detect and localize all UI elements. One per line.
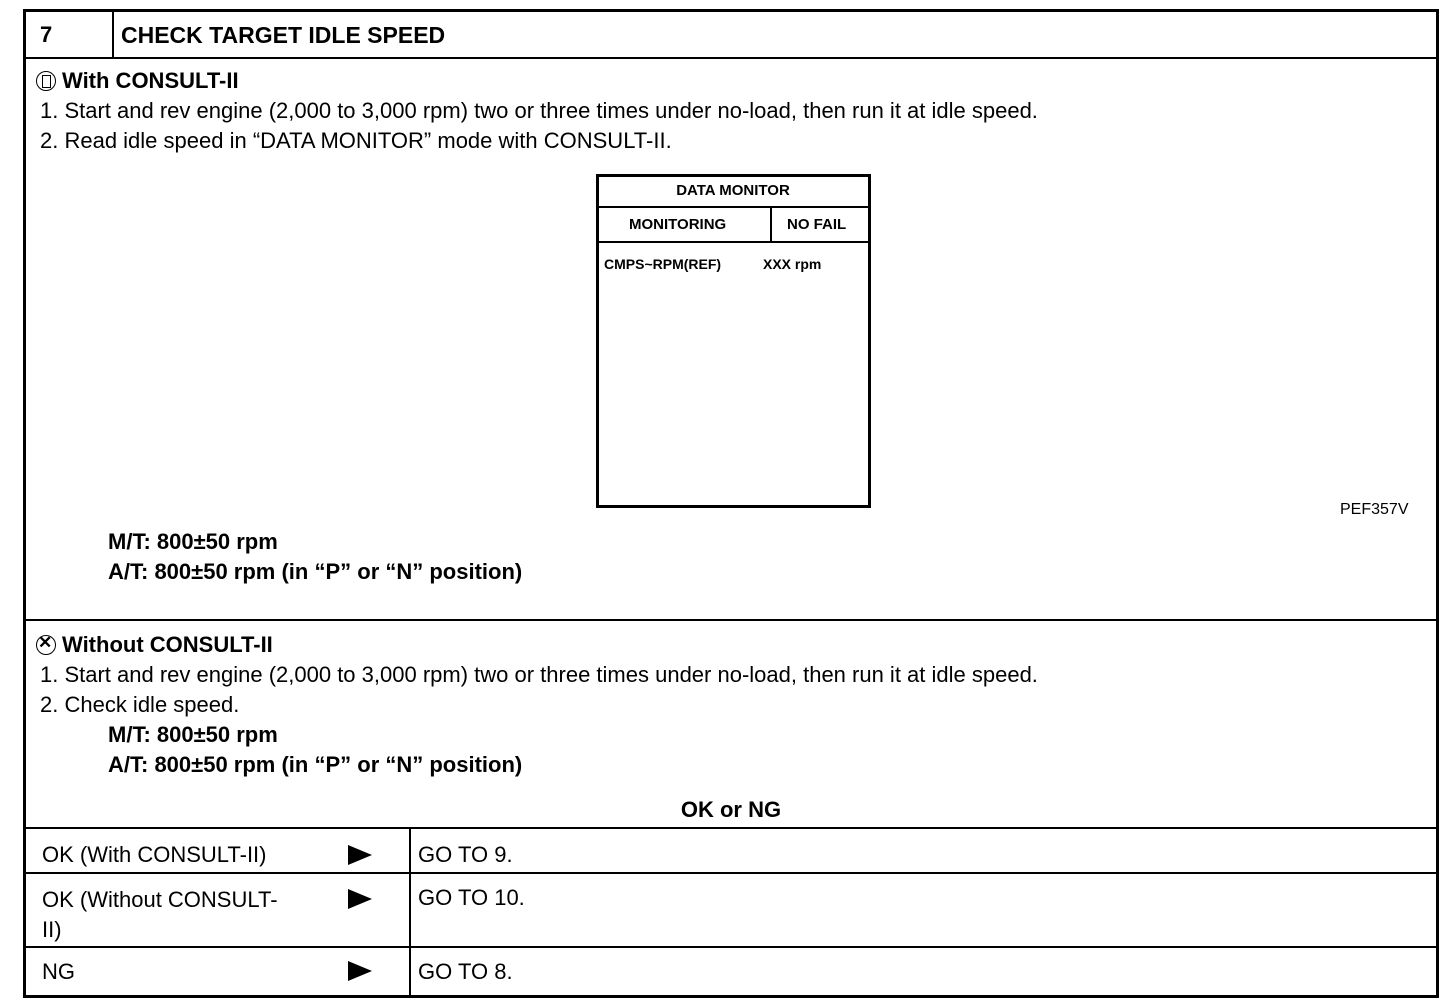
procedure-table <box>23 9 1439 998</box>
with-spec-at: A/T: 800±50 rpm (in “P” or “N” position) <box>108 559 523 584</box>
arrow-icon <box>348 889 372 909</box>
monitor-item: CMPS~RPM(REF) <box>604 256 722 272</box>
without-step-2: 2. Check idle speed. <box>40 692 240 717</box>
with-spec-mt: M/T: 800±50 rpm <box>108 529 278 554</box>
result-condition-ng: NG <box>42 959 75 984</box>
without-consult-heading: ✕ Without CONSULT-II <box>36 632 273 657</box>
monitor-col-no-fail: NO FAIL <box>787 216 847 233</box>
figure-id: PEF357V <box>1340 501 1409 518</box>
arrow-icon <box>348 961 372 981</box>
with-step-1: 1. Start and rev engine (2,000 to 3,000 … <box>40 98 1038 123</box>
without-spec-mt: M/T: 800±50 rpm <box>108 722 278 747</box>
no-tester-icon: ✕ <box>36 633 56 655</box>
step-number: 7 <box>40 22 53 47</box>
step-title: CHECK TARGET IDLE SPEED <box>121 22 446 48</box>
monitor-title: DATA MONITOR <box>676 182 790 199</box>
monitor-col-monitoring: MONITORING <box>629 216 727 233</box>
with-step-2: 2. Read idle speed in “DATA MONITOR” mod… <box>40 128 672 153</box>
result-action-go-to-8: GO TO 8. <box>418 959 513 984</box>
with-consult-heading: With CONSULT-II <box>36 68 239 94</box>
data-monitor-screen <box>596 174 871 508</box>
result-heading: OK or NG <box>680 797 782 822</box>
result-action-go-to-9: GO TO 9. <box>418 842 513 867</box>
result-action-go-to-10: GO TO 10. <box>418 885 525 910</box>
without-spec-at: A/T: 800±50 rpm (in “P” or “N” position) <box>108 752 523 777</box>
consult-tester-icon <box>36 71 56 91</box>
monitor-value: XXX rpm <box>763 256 822 272</box>
result-condition-ok-with: OK (With CONSULT-II) <box>42 842 267 867</box>
arrow-icon <box>348 845 372 865</box>
result-condition-ok-without: OK (Without CONSULT- II) <box>42 887 278 942</box>
without-step-1: 1. Start and rev engine (2,000 to 3,000 … <box>40 662 1038 687</box>
